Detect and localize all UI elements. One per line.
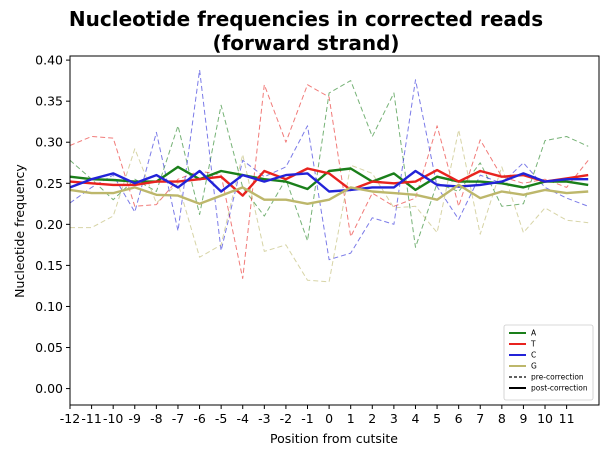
y-tick-label: 0.30 bbox=[35, 135, 63, 150]
y-tick-label: 0.10 bbox=[35, 299, 63, 314]
x-tick-label: 3 bbox=[390, 411, 398, 426]
x-tick-label: 9 bbox=[519, 411, 527, 426]
y-tick-label: 0.15 bbox=[35, 258, 63, 273]
x-tick-label: -2 bbox=[280, 411, 292, 426]
x-tick-label: 4 bbox=[411, 411, 419, 426]
x-tick-label: 5 bbox=[433, 411, 441, 426]
y-tick-label: 0.25 bbox=[35, 176, 63, 191]
y-tick-label: 0.20 bbox=[35, 217, 63, 232]
x-tick-label: 7 bbox=[476, 411, 484, 426]
legend-label: T bbox=[530, 340, 536, 349]
plot-frame bbox=[69, 55, 600, 406]
y-axis-ticks: 0.00 0.05 0.10 0.15 0.20 0.25 0.30 0.35 0.40 bbox=[35, 53, 70, 396]
legend-box bbox=[503, 324, 594, 401]
series-line-t-post bbox=[69, 167, 589, 197]
x-tick-label: 1 bbox=[347, 411, 355, 426]
series-line-g-post bbox=[69, 183, 589, 206]
series-line-t-pre bbox=[69, 84, 589, 279]
series-layer bbox=[69, 69, 589, 283]
x-tick-label: -12 bbox=[60, 411, 80, 426]
x-axis-label: Position from cutsite bbox=[270, 431, 398, 446]
x-tick-label: -11 bbox=[81, 411, 101, 426]
y-tick-label: 0.05 bbox=[35, 340, 63, 355]
x-tick-label: 10 bbox=[537, 411, 553, 426]
legend-label: A bbox=[531, 329, 537, 338]
x-tick-label: -9 bbox=[129, 411, 142, 426]
x-tick-label: 8 bbox=[498, 411, 506, 426]
chart-title-line2: (forward strand) bbox=[212, 31, 399, 55]
x-tick-label: -10 bbox=[103, 411, 123, 426]
x-tick-label: -3 bbox=[258, 411, 270, 426]
y-tick-label: 0.40 bbox=[35, 53, 63, 68]
legend-label: post-correction bbox=[531, 384, 588, 393]
y-axis-label: Nucleotide frequency bbox=[12, 164, 27, 298]
x-tick-label: -1 bbox=[301, 411, 313, 426]
series-line-a-pre bbox=[69, 80, 589, 248]
legend-label: C bbox=[531, 351, 536, 360]
x-tick-label: -7 bbox=[172, 411, 184, 426]
legend-label: pre-correction bbox=[531, 373, 584, 382]
chart-title-line1: Nucleotide frequencies in corrected read… bbox=[69, 7, 543, 31]
legend-label: G bbox=[531, 362, 537, 371]
x-tick-label: -8 bbox=[150, 411, 163, 426]
y-tick-label: 0.35 bbox=[35, 94, 63, 109]
y-tick-label: 0.00 bbox=[35, 381, 63, 396]
x-tick-label: 11 bbox=[559, 411, 575, 426]
x-tick-label: -6 bbox=[193, 411, 206, 426]
x-axis-ticks: -12 -11 -10 -9 -8 -7 -6 -5 -4 -3 -2 -1 0 1 2 3 4 5 6 7 8 9 10 1… bbox=[60, 405, 575, 426]
x-tick-label: -4 bbox=[237, 411, 250, 426]
x-tick-label: 0 bbox=[325, 411, 333, 426]
x-tick-label: 2 bbox=[368, 411, 376, 426]
x-tick-label: 6 bbox=[455, 411, 463, 426]
series-line-c-post bbox=[69, 169, 589, 193]
series-line-g-pre bbox=[70, 129, 589, 283]
x-tick-label: -5 bbox=[215, 411, 227, 426]
